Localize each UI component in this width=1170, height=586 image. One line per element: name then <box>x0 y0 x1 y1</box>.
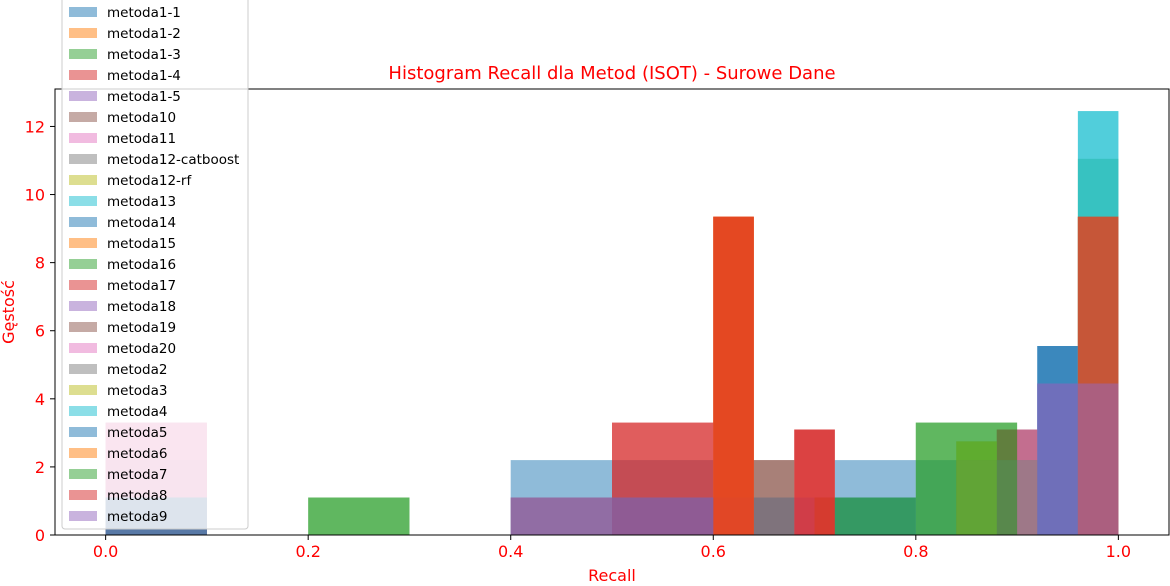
histogram-bar-metoda7-1 <box>834 497 916 535</box>
y-tick-label: 4 <box>35 390 45 409</box>
legend-label: metoda1-5 <box>107 89 181 105</box>
legend-label: metoda1-4 <box>107 68 181 84</box>
y-tick-label: 2 <box>35 458 45 477</box>
legend-label: metoda16 <box>107 257 176 273</box>
legend-swatch <box>69 91 97 101</box>
x-axis-ticks: 0.0 0.2 0.4 0.6 0.8 1.0 <box>93 535 1131 561</box>
x-axis-label: Recall <box>588 566 636 585</box>
y-tick-label: 8 <box>35 254 45 273</box>
legend-label: metoda2 <box>107 362 167 378</box>
histogram-bar-metoda8-1 <box>713 216 754 535</box>
y-tick-label: 0 <box>35 526 45 545</box>
histogram-bar-metoda9-0 <box>510 497 612 535</box>
legend-swatch <box>69 238 97 248</box>
histogram-bar-metoda7-0 <box>308 497 410 535</box>
legend-swatch <box>69 7 97 17</box>
legend-swatch <box>69 196 97 206</box>
histogram-bar-metoda9-1 <box>612 497 714 535</box>
histogram-bar-metoda9-2 <box>1037 383 1078 535</box>
x-tick-label: 0.8 <box>903 542 928 561</box>
legend-swatch <box>69 364 97 374</box>
x-tick-label: 0.4 <box>498 542 523 561</box>
legend-swatch <box>69 385 97 395</box>
y-tick-label: 6 <box>35 322 45 341</box>
legend-label: metoda5 <box>107 425 167 441</box>
y-axis-ticks: 0 2 4 6 8 10 12 <box>25 117 55 545</box>
chart-title: Histogram Recall dla Metod (ISOT) - Suro… <box>388 63 835 84</box>
plot-frame <box>54 88 1170 536</box>
y-tick-label: 10 <box>25 186 45 205</box>
bars-group <box>105 111 1119 536</box>
legend-swatch <box>69 469 97 479</box>
legend-swatch <box>69 448 97 458</box>
legend-swatch <box>69 490 97 500</box>
legend-swatch <box>69 112 97 122</box>
histogram-bar-metoda8-2 <box>794 429 835 535</box>
legend-swatch <box>69 49 97 59</box>
legend-label: metoda12-rf <box>107 173 192 189</box>
legend-label: metoda17 <box>107 278 176 294</box>
x-tick-label: 0.2 <box>295 542 320 561</box>
legend-label: metoda19 <box>107 320 176 336</box>
legend-label: metoda3 <box>107 383 167 399</box>
x-tick-label: 0.6 <box>701 542 726 561</box>
legend-label: metoda1-2 <box>107 26 181 42</box>
legend-label: metoda18 <box>107 299 176 315</box>
legend-swatch <box>69 301 97 311</box>
legend-label: metoda15 <box>107 236 176 252</box>
legend-swatch <box>69 133 97 143</box>
legend-label: metoda1-1 <box>107 5 181 21</box>
legend-label: metoda8 <box>107 488 167 504</box>
y-tick-label: 12 <box>25 117 45 136</box>
legend-swatch <box>69 175 97 185</box>
histogram-bar-metoda7-2 <box>915 422 1018 535</box>
legend-label: metoda7 <box>107 467 167 483</box>
legend-label: metoda6 <box>107 446 167 462</box>
legend-swatch <box>69 28 97 38</box>
legend-swatch <box>69 406 97 416</box>
histogram-bar-metoda19-0 <box>753 460 795 535</box>
legend-swatch <box>69 280 97 290</box>
legend-swatch <box>69 259 97 269</box>
legend-label: metoda10 <box>107 110 176 126</box>
legend-swatch <box>69 343 97 353</box>
legend-label: metoda1-3 <box>107 47 181 63</box>
legend-swatch <box>69 217 97 227</box>
y-axis-label: Gęstość <box>0 280 18 344</box>
legend-label: metoda9 <box>107 509 167 525</box>
legend: metoda1-1 metoda1-2 metoda1-3 metoda1-4 meto… <box>61 0 249 530</box>
histogram-bar-metoda9-3 <box>1077 383 1119 535</box>
legend-swatch <box>69 154 97 164</box>
legend-label: metoda20 <box>107 341 176 357</box>
legend-swatch <box>69 427 97 437</box>
legend-label: metoda4 <box>107 404 167 420</box>
legend-label: metoda14 <box>107 215 176 231</box>
x-tick-label: 1.0 <box>1106 542 1131 561</box>
legend-box <box>61 0 249 530</box>
legend-swatch <box>69 70 97 80</box>
legend-label: metoda12-catboost <box>107 152 239 168</box>
legend-label: metoda11 <box>107 131 176 147</box>
legend-swatch <box>69 322 97 332</box>
x-tick-label: 0.0 <box>93 542 118 561</box>
legend-label: metoda13 <box>107 194 176 210</box>
legend-swatch <box>69 511 97 521</box>
